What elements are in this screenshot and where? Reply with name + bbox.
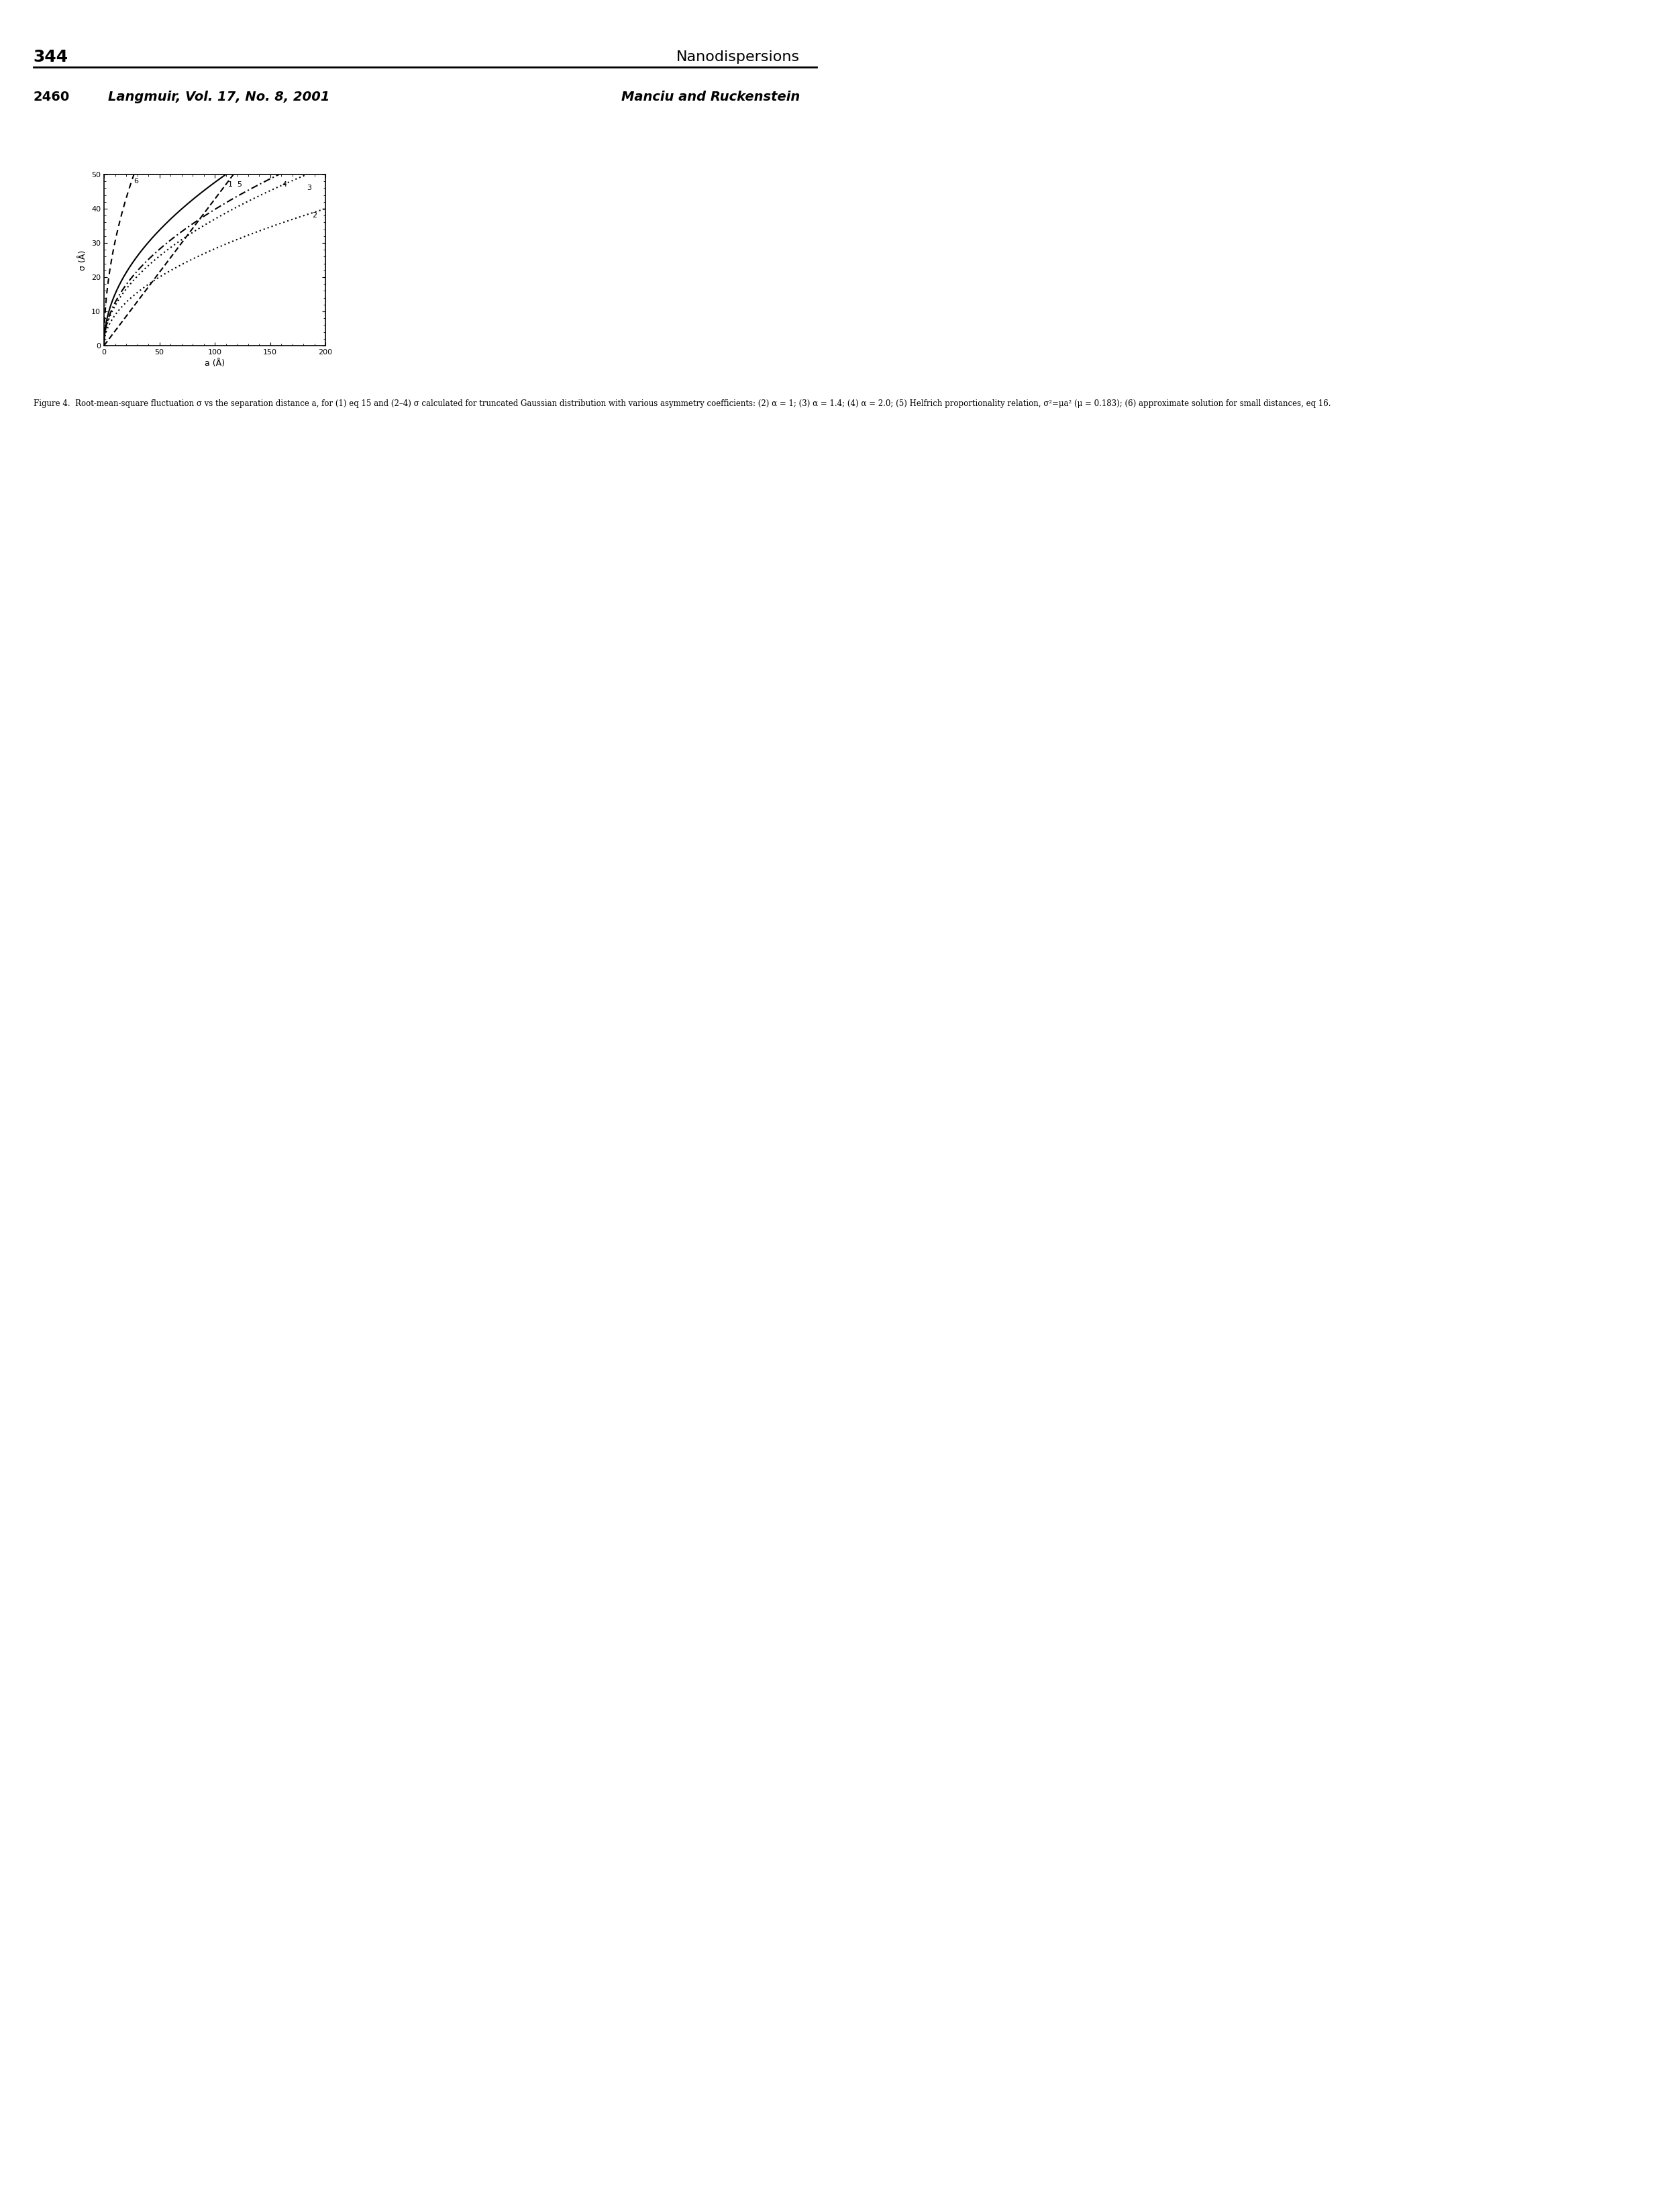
Text: Langmuir, Vol. 17, No. 8, 2001: Langmuir, Vol. 17, No. 8, 2001 bbox=[108, 91, 330, 104]
Text: Figure 4.  Root-mean-square fluctuation σ vs the separation distance a, for (1) : Figure 4. Root-mean-square fluctuation σ… bbox=[33, 400, 1331, 407]
X-axis label: a (Å): a (Å) bbox=[205, 358, 225, 367]
Text: 2460: 2460 bbox=[33, 91, 70, 104]
Text: 6: 6 bbox=[133, 177, 138, 184]
Text: Manciu and Ruckenstein: Manciu and Ruckenstein bbox=[621, 91, 800, 104]
Text: 1: 1 bbox=[228, 181, 233, 188]
Text: 5: 5 bbox=[237, 181, 242, 188]
Text: 4: 4 bbox=[282, 181, 287, 188]
Text: 2: 2 bbox=[312, 212, 317, 219]
Text: 3: 3 bbox=[307, 186, 312, 192]
Text: Nanodispersions: Nanodispersions bbox=[676, 51, 800, 64]
Text: 344: 344 bbox=[33, 49, 68, 64]
Y-axis label: σ (Å): σ (Å) bbox=[78, 250, 88, 270]
